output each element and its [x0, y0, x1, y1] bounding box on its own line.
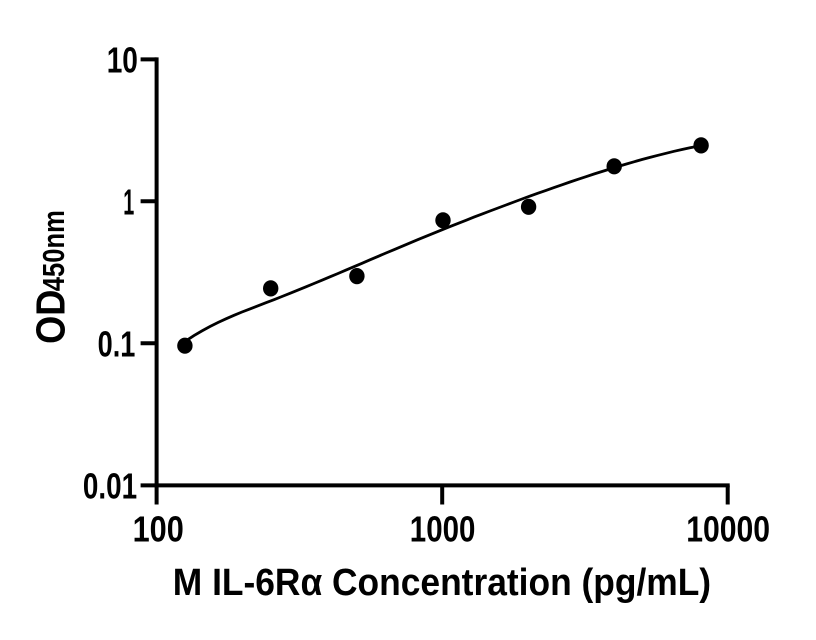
svg-text:1: 1 [123, 182, 134, 223]
svg-text:450nm: 450nm [36, 210, 71, 291]
svg-text:M IL-6Rα Concentration (pg/mL): M IL-6Rα Concentration (pg/mL) [173, 562, 711, 604]
svg-text:0.1: 0.1 [98, 324, 136, 365]
svg-text:OD: OD [28, 290, 74, 344]
svg-text:10: 10 [107, 40, 138, 81]
svg-text:0.01: 0.01 [83, 466, 137, 507]
svg-text:10000: 10000 [686, 509, 770, 550]
svg-text:1000: 1000 [410, 509, 476, 550]
svg-text:100: 100 [133, 509, 184, 550]
